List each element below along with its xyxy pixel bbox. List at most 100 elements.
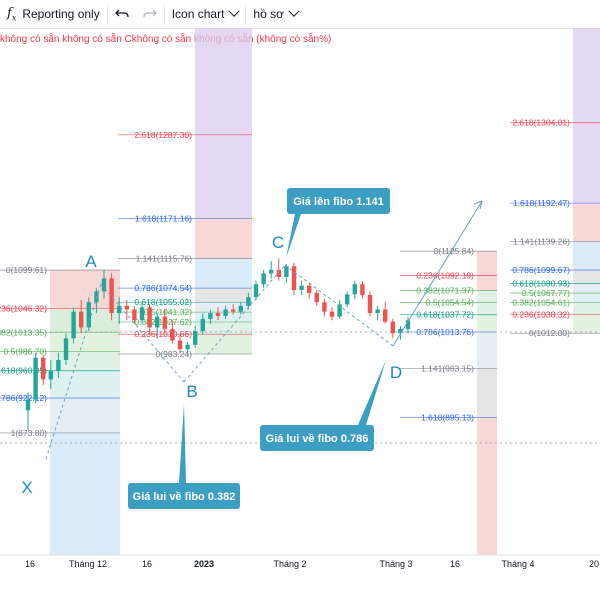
candle — [367, 291, 373, 317]
reporting-label: Reporting only — [22, 7, 100, 21]
fib-retracement-3: 0(1125.84) 0.236(1092.19) 0.382(1071.37) 0.… — [400, 246, 497, 555]
pattern-leg — [45, 283, 102, 460]
candle-body — [155, 316, 160, 328]
callout-box — [287, 188, 390, 214]
candle-body — [284, 266, 289, 278]
candle — [147, 304, 152, 335]
fib-level-label: 0.382(1054.61) — [512, 298, 570, 308]
x-tick-label: 16 — [142, 559, 152, 569]
candle-body — [329, 311, 335, 317]
candle — [155, 313, 160, 339]
candle — [56, 352, 61, 378]
undo-button[interactable] — [108, 0, 136, 28]
candle — [170, 320, 175, 344]
candle — [345, 291, 350, 308]
candle-body — [269, 269, 274, 274]
callout-tail — [286, 214, 301, 258]
fib-band — [573, 122, 600, 204]
fib-level-label: 0.382(1013.35) — [0, 327, 47, 337]
fib-band — [573, 241, 600, 271]
candle — [337, 300, 342, 319]
fib-band — [195, 134, 252, 219]
candle — [231, 304, 236, 315]
x-tick-label: 16 — [25, 559, 35, 569]
candle-body — [170, 328, 175, 341]
x-tick-label: 16 — [450, 559, 460, 569]
fib-band — [50, 432, 120, 555]
fx-icon: fx — [7, 5, 17, 23]
candle-body — [63, 338, 69, 360]
fib-band — [195, 28, 252, 135]
candle-body — [193, 331, 198, 345]
fib-level-label: 1.141(1139.26) — [513, 236, 570, 246]
profile-dropdown[interactable]: hồ sơ — [246, 0, 305, 28]
redo-button[interactable] — [136, 0, 164, 28]
candle — [177, 334, 183, 353]
candle — [33, 352, 38, 404]
fib-band — [195, 321, 252, 335]
callout-text: Giá lên fibo 1.141 — [293, 196, 383, 208]
candle-body — [185, 344, 190, 350]
candle-body — [223, 309, 228, 316]
candle-body — [405, 320, 411, 329]
candle-body — [253, 284, 259, 298]
candle — [48, 359, 53, 389]
candle — [200, 313, 205, 335]
fib-band — [195, 334, 252, 354]
axis-background — [0, 555, 600, 600]
x-tick-label: Tháng 4 — [501, 559, 534, 569]
profile-label: hồ sơ — [253, 7, 284, 21]
candle — [139, 302, 145, 324]
candle — [307, 282, 312, 299]
pattern-leg — [183, 264, 286, 383]
candle-body — [314, 292, 319, 303]
candle — [383, 302, 388, 324]
callout-tail — [179, 404, 186, 483]
candle-body — [101, 278, 107, 292]
candle — [276, 258, 281, 281]
candle-body — [398, 328, 403, 334]
fib-level-label: 0.236(1046.32) — [0, 304, 47, 314]
x-tick-label: Tháng 2 — [273, 559, 306, 569]
pattern-point-label: A — [85, 252, 97, 271]
fib-band — [573, 293, 600, 303]
candle — [117, 297, 122, 324]
fib-level-label: 0(1012.00) — [529, 328, 570, 338]
candle-body — [48, 370, 53, 380]
fib-level-label: 0.5(986.70) — [4, 346, 48, 356]
chart-type-dropdown[interactable]: Icon chart — [165, 0, 246, 28]
candle — [63, 333, 69, 365]
chart-toolbar: fx Reporting only Icon chart hồ sơ — [0, 0, 600, 29]
fib-band — [195, 302, 252, 313]
callout-tail — [358, 360, 386, 425]
fib-level-label: 0.236(1092.19) — [416, 270, 474, 280]
candle — [390, 318, 395, 339]
fib-band — [573, 28, 600, 123]
candle-body — [276, 269, 281, 278]
fib-band — [50, 370, 120, 399]
toolbar-divider — [106, 5, 108, 23]
candle-body — [200, 318, 205, 332]
fib-level-label: 0.236(1038.32) — [512, 309, 570, 319]
candle — [223, 305, 228, 319]
fib-retracement-1: 0(1099.61) 0.236(1046.32) 0.382(1013.35) 0.… — [0, 265, 120, 555]
candle — [405, 316, 411, 334]
arrow-head-icon — [473, 200, 483, 210]
candle — [101, 269, 107, 299]
pattern-point-label: X — [21, 478, 32, 497]
fib-level-label: 0.382(1071.37) — [416, 285, 474, 295]
fib-level-label: 0.5(1067.77) — [522, 288, 570, 298]
fib-retracement-2: 2.618(1287.30) 1.618(1171.16) 1.141(1115.7… — [118, 28, 252, 359]
candle — [79, 300, 84, 334]
fib-band — [477, 302, 497, 315]
candle-body — [231, 309, 236, 312]
fib-level-label: 0.618(1080.93) — [512, 279, 570, 289]
candle — [329, 307, 335, 321]
fib-band — [195, 218, 252, 259]
candle-body — [390, 321, 395, 334]
callouts-layer: Giá lên fibo 1.141 Giá lui về fibo 0.382 G… — [128, 188, 390, 509]
fib-level-label: 0.786(1074.54) — [134, 283, 192, 293]
candle-body — [291, 266, 297, 290]
reporting-button[interactable]: fx Reporting only — [0, 0, 107, 28]
